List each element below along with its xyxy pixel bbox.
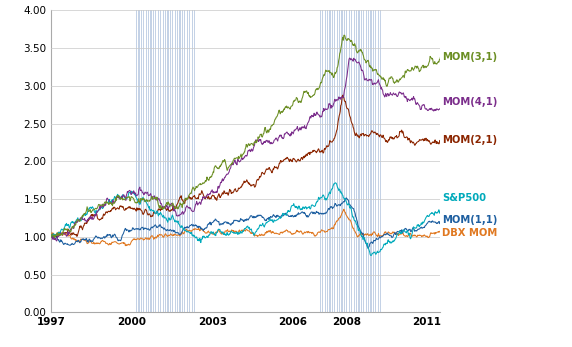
Bar <box>143 10 144 312</box>
Bar <box>344 10 345 312</box>
Bar <box>371 10 372 312</box>
Bar <box>334 10 335 312</box>
Text: MOM(1,1): MOM(1,1) <box>442 215 497 225</box>
Bar <box>375 10 376 312</box>
Bar <box>141 10 142 312</box>
Bar <box>329 10 331 312</box>
Bar <box>358 10 360 312</box>
Text: S&P500: S&P500 <box>442 193 486 203</box>
Bar <box>153 10 154 312</box>
Bar <box>177 10 178 312</box>
Bar <box>361 10 362 312</box>
Bar <box>322 10 323 312</box>
Bar <box>155 10 157 312</box>
Text: MOM(3,1): MOM(3,1) <box>442 52 497 62</box>
Bar <box>378 10 379 312</box>
Bar <box>373 10 374 312</box>
Bar <box>168 10 169 312</box>
Bar <box>339 10 340 312</box>
Bar <box>356 10 357 312</box>
Bar <box>189 10 190 312</box>
Bar <box>182 10 183 312</box>
Bar <box>194 10 195 312</box>
Bar <box>180 10 181 312</box>
Bar <box>351 10 352 312</box>
Bar <box>368 10 369 312</box>
Bar <box>174 10 176 312</box>
Bar <box>341 10 343 312</box>
Bar <box>324 10 326 312</box>
Bar <box>366 10 367 312</box>
Bar <box>332 10 333 312</box>
Bar <box>363 10 364 312</box>
Bar <box>158 10 159 312</box>
Bar <box>160 10 161 312</box>
Bar <box>320 10 321 312</box>
Bar <box>346 10 348 312</box>
Bar <box>337 10 338 312</box>
Text: MOM(2,1): MOM(2,1) <box>442 135 497 145</box>
Bar <box>192 10 193 312</box>
Text: DBX MOM: DBX MOM <box>442 228 497 238</box>
Bar <box>186 10 188 312</box>
Bar <box>165 10 166 312</box>
Bar <box>148 10 149 312</box>
Bar <box>184 10 185 312</box>
Text: MOM(4,1): MOM(4,1) <box>442 98 497 108</box>
Bar <box>353 10 355 312</box>
Bar <box>146 10 147 312</box>
Bar <box>170 10 171 312</box>
Bar <box>138 10 140 312</box>
Bar <box>327 10 328 312</box>
Bar <box>150 10 152 312</box>
Bar <box>172 10 173 312</box>
Bar <box>349 10 350 312</box>
Bar <box>162 10 164 312</box>
Bar <box>136 10 137 312</box>
Bar <box>380 10 382 312</box>
